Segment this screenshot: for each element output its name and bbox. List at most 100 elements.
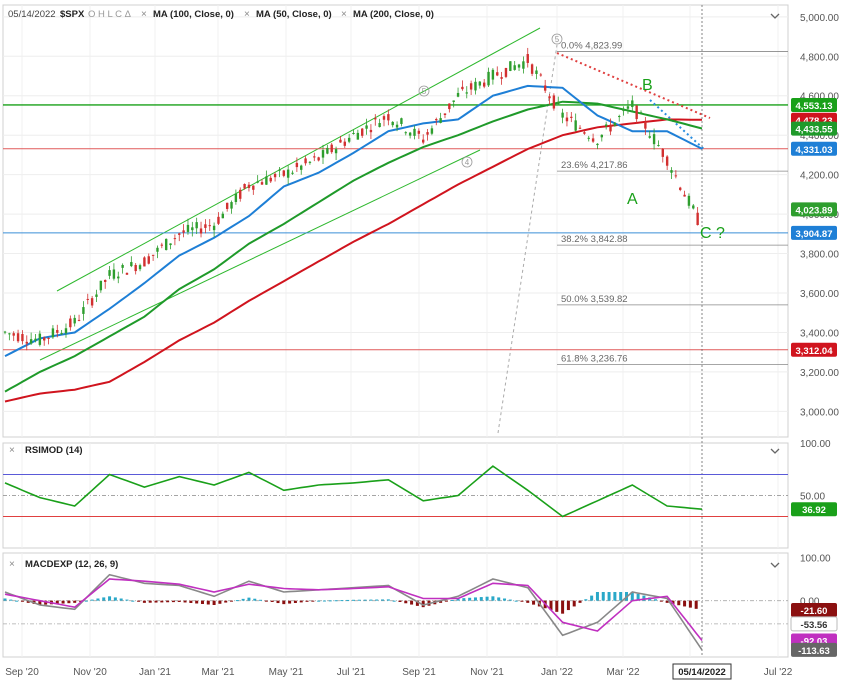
macd-value-tag xyxy=(790,616,838,632)
chevron-down-icon[interactable] xyxy=(770,562,780,568)
macd-hist-bar xyxy=(613,592,617,601)
candle-body xyxy=(147,256,150,264)
macd-title: MACDEXP (12, 26, 9) xyxy=(25,559,118,570)
macd-hist-bar xyxy=(160,600,164,603)
fib-level-label: 50.0% 3,539.82 xyxy=(561,294,628,305)
rsi-tick-label: 100.00 xyxy=(800,439,831,450)
downtrend-blue-dotted xyxy=(649,99,706,151)
remove-ma50-icon[interactable]: × xyxy=(244,9,250,20)
candle-body xyxy=(465,92,468,94)
candle-body xyxy=(439,118,442,123)
header-ma50[interactable]: MA (50, Close, 0) xyxy=(256,9,332,20)
candle-body xyxy=(618,116,621,118)
candle-body xyxy=(239,189,242,199)
candle-body xyxy=(517,64,521,68)
candle-body xyxy=(435,118,438,121)
candle-body xyxy=(674,175,678,177)
macd-hist-bar xyxy=(20,600,24,602)
macd-tick-label: 0.00 xyxy=(800,597,820,608)
candle-body xyxy=(164,238,168,251)
chevron-down-icon[interactable] xyxy=(770,13,780,19)
main-tick-label: 3,400.00 xyxy=(800,328,839,339)
chevron-down-icon[interactable] xyxy=(770,448,780,454)
macd-hist-bar xyxy=(55,600,59,604)
macd-hist-bar xyxy=(654,599,658,601)
candle-body xyxy=(622,108,625,112)
x-tick-label: May '21 xyxy=(269,667,304,678)
macd-hist-bar xyxy=(357,599,361,601)
main-tick-label: 3,200.00 xyxy=(800,368,839,379)
candle-body xyxy=(539,74,543,76)
fib-level-label: 23.6% 4,217.86 xyxy=(561,160,628,171)
candle-body xyxy=(408,132,412,136)
candle-body xyxy=(600,134,604,138)
candle-body xyxy=(47,337,50,339)
main-tick-label: 4,200.00 xyxy=(800,171,839,182)
header-ma100[interactable]: MA (100, Close, 0) xyxy=(153,9,234,20)
candle-body xyxy=(69,318,72,328)
macd-value-tag xyxy=(791,603,837,618)
candle-body xyxy=(221,213,225,219)
candle-body xyxy=(543,85,547,91)
x-tick-label: Nov '21 xyxy=(470,667,504,678)
candle-body xyxy=(426,132,429,135)
candle-body xyxy=(587,137,590,139)
candle-body xyxy=(25,341,28,344)
candle-body xyxy=(343,141,346,146)
candle-body xyxy=(56,330,59,333)
macd-hist-bar xyxy=(590,595,594,601)
candle-body xyxy=(199,228,203,234)
candle-body xyxy=(644,121,647,129)
candle-body xyxy=(300,165,303,170)
candle-body xyxy=(496,72,499,76)
x-tick-label: Nov '20 xyxy=(73,667,107,678)
macd-hist-bar xyxy=(491,596,495,601)
candle-body xyxy=(86,298,89,300)
candle-body xyxy=(191,227,194,231)
candle-body xyxy=(138,265,142,270)
candle-body xyxy=(692,205,695,209)
candle-body xyxy=(461,86,464,90)
candle-body xyxy=(77,319,81,321)
candle-body xyxy=(474,81,477,91)
macd-hist-bar xyxy=(671,600,675,605)
candle-body xyxy=(217,216,220,224)
candle-body xyxy=(38,333,42,345)
candlestick-group xyxy=(3,47,699,351)
macd-hist-bar xyxy=(381,599,385,601)
macd-hist-bar xyxy=(694,600,698,609)
rsi-value-tag xyxy=(791,502,837,517)
macd-hist-bar xyxy=(84,600,88,602)
macd-hist-bar xyxy=(113,597,117,601)
ma100-line xyxy=(4,100,703,393)
candle-body xyxy=(469,83,473,90)
remove-ma200-icon[interactable]: × xyxy=(341,9,347,20)
candle-body xyxy=(186,224,190,232)
macd-hist-bar xyxy=(212,600,216,605)
macd-hist-bar xyxy=(15,600,19,602)
macd-hist-bar xyxy=(607,592,611,601)
macd-hist-bar xyxy=(375,599,379,601)
candle-body xyxy=(552,95,556,109)
macd-hist-bar xyxy=(369,599,373,601)
macd-hist-bar xyxy=(404,600,408,604)
macd-hist-bar xyxy=(601,592,605,601)
remove-rsi-icon[interactable]: × xyxy=(9,445,15,456)
macd-hist-bar xyxy=(270,600,274,602)
candle-body xyxy=(103,279,107,282)
macd-hist-bar xyxy=(293,600,297,603)
remove-macd-icon[interactable]: × xyxy=(9,559,15,570)
candle-body xyxy=(321,150,325,158)
main-tick-label: 4,600.00 xyxy=(800,92,839,103)
wave-label-wave4: 4 xyxy=(465,158,470,167)
wave-circle-icon xyxy=(551,33,563,45)
candle-body xyxy=(583,132,586,134)
header-ma200[interactable]: MA (200, Close, 0) xyxy=(353,9,434,20)
rsi-value-label: 36.92 xyxy=(802,505,826,516)
remove-ma100-icon[interactable]: × xyxy=(141,9,147,20)
candle-body xyxy=(522,61,525,69)
candle-body xyxy=(639,112,643,114)
macd-hist-bar xyxy=(479,597,483,601)
candle-body xyxy=(295,162,299,168)
candle-body xyxy=(326,147,329,154)
